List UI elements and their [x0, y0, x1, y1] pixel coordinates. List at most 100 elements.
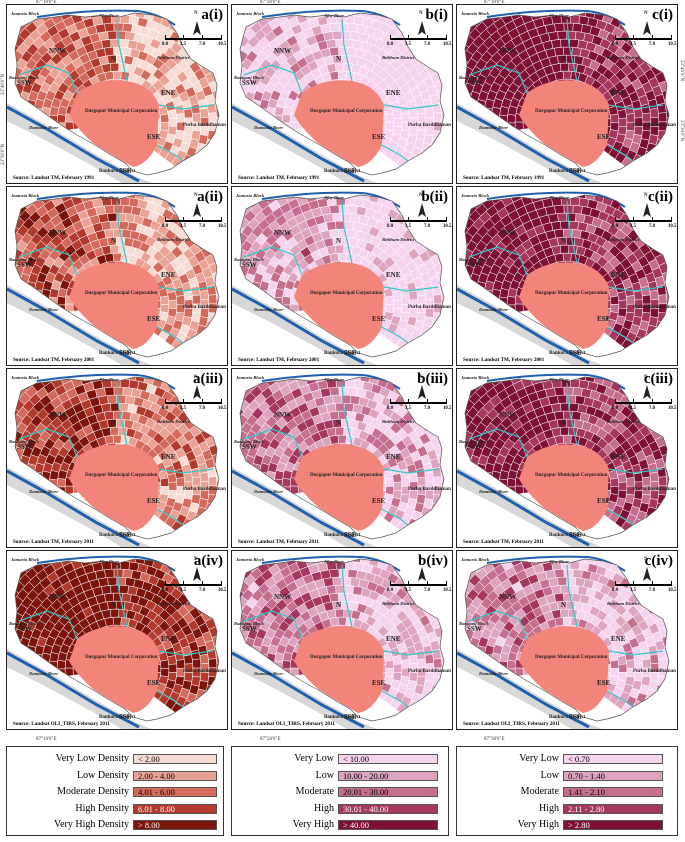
scale-bar: 0.0 3.5 7.0 10.5 km [162, 581, 227, 595]
scale-tick-label: 3.5 [405, 224, 411, 229]
map-label-ssw: SSW [467, 261, 482, 269]
map-label-damodar: Damodar River [29, 307, 59, 312]
scale-tick-label: 0.0 [612, 224, 618, 229]
north-arrow-icon [418, 385, 426, 399]
legend-class-name: Very Low Density [55, 753, 129, 764]
panel-source: Source: Landsat TM, February 1991 [13, 175, 95, 181]
map-panel-cii: Nc(ii) 0.0 3.5 7.0 10.5 km Jamuria Block Ranig… [456, 186, 678, 366]
legend-row: Very High [234, 819, 334, 831]
map-label-n: N [561, 419, 567, 427]
panel-label: b(ii) [421, 189, 448, 205]
damodar-riverbank [457, 103, 602, 183]
scale-bar: 0.0 3.5 7.0 10.5 km [612, 581, 677, 595]
map-label-purba: Purba Barddhaman District [633, 123, 677, 128]
map-label-ssw: SSW [17, 625, 32, 633]
map-label-bankura: Bankura District [549, 351, 586, 356]
scale-tick-label: 7.0 [424, 588, 430, 593]
scale-bar: 0.0 3.5 7.0 10.5 km [612, 217, 677, 231]
legend-swatch: 6.01 - 8.00 [133, 803, 217, 814]
durgapur-city-area [294, 444, 384, 531]
legend-class-name: Very Low [294, 753, 334, 764]
map-label-bankura: Bankura District [549, 715, 586, 720]
map-label-ajoy: Ajoy River [324, 195, 345, 200]
legend-class-name: Moderate [520, 786, 559, 797]
map-label-bankura: Bankura District [99, 715, 136, 720]
map-label-raniganj: Raniganj Block [459, 257, 489, 262]
scale-bar: 0.0 3.5 7.0 10.5 km [612, 35, 677, 49]
map-label-ssw: SSW [242, 79, 257, 87]
map-label-ajoy: Ajoy River [549, 559, 570, 564]
map-label-n: N [111, 419, 117, 427]
scale-tick-label: 10.5 km [668, 42, 677, 47]
scale-tick-label: 3.5 [405, 406, 411, 411]
scale-tick-label: 7.0 [199, 224, 205, 229]
map-label-purba: Purba Barddhaman District [408, 123, 452, 128]
right-lat-1: 23°40'0"N [679, 60, 684, 82]
panel-label: a(ii) [197, 189, 223, 205]
top-lon-1: 87°10'0"E [36, 0, 57, 5]
map-label-nnw: NNW [499, 229, 517, 237]
damodar-riverbank [7, 467, 152, 547]
scale-tick-label: 0.0 [612, 588, 618, 593]
map-svg [457, 191, 670, 365]
scale-tick-label: 10.5 km [218, 224, 227, 229]
map-label-damodar: Damodar River [29, 125, 59, 130]
durgapur-city-area [519, 262, 609, 349]
sector-boundaries [468, 382, 664, 526]
map-label-n: N [561, 55, 567, 63]
map-label-jamuria: Jamuria Block [11, 375, 40, 380]
north-arrow-icon [193, 21, 201, 35]
scale-tick-label: 10.5 km [218, 406, 227, 411]
map-label-raniganj: Raniganj Block [9, 257, 39, 262]
map-label-nnw: NNW [49, 411, 67, 419]
map-svg [232, 555, 445, 729]
damodar-riverbank [457, 649, 602, 729]
scale-tick-label: 3.5 [405, 42, 411, 47]
north-label: N [644, 375, 648, 380]
damodar-river [232, 105, 365, 183]
legend-swatch: > 2.80 [563, 820, 663, 830]
scale-tick-label: 0.0 [387, 42, 393, 47]
scale-tick-label: 7.0 [199, 42, 205, 47]
north-arrow-icon [643, 21, 651, 35]
map-label-bankura: Bankura District [324, 351, 361, 356]
map-label-ese: ESE [372, 133, 386, 141]
map-svg [457, 9, 670, 183]
legend-row: High [234, 803, 334, 815]
map-label-raniganj: Raniganj Block [459, 621, 489, 626]
scale-tick-label: 10.5 km [443, 406, 452, 411]
legend-class-name: Moderate Density [57, 786, 129, 797]
scale-tick-label: 7.0 [199, 406, 205, 411]
map-label-jamuria: Jamuria Block [461, 11, 490, 16]
map-label-sse: SSE [569, 349, 582, 357]
map-label-damodar: Damodar River [254, 307, 284, 312]
scale-tick-label: 10.5 km [443, 588, 452, 593]
map-label-ene: ENE [611, 635, 626, 643]
map-label-jamuria: Jamuria Block [11, 193, 40, 198]
scale-tick-label: 0.0 [162, 588, 168, 593]
bottom-lon-2: 87°20'0"E [260, 737, 281, 742]
map-label-sse: SSE [344, 713, 357, 721]
study-area-outline [239, 558, 445, 722]
north-arrow-icon [418, 203, 426, 217]
study-area-outline [14, 558, 220, 722]
map-label-damodar: Damodar River [479, 671, 509, 676]
map-label-ssw: SSW [467, 625, 482, 633]
map-label-birbhum: Birbhum District [157, 419, 190, 424]
map-label-nnw: NNW [49, 47, 67, 55]
map-svg [457, 373, 670, 547]
map-label-bankura: Bankura District [99, 169, 136, 174]
panel-source: Source: Landsat OLI_TIRS, February 2011 [463, 721, 560, 727]
map-label-n: N [336, 55, 342, 63]
scale-tick-label: 3.5 [630, 588, 636, 593]
scale-tick-label: 7.0 [424, 42, 430, 47]
map-label-ssw: SSW [17, 261, 32, 269]
north-label: N [644, 11, 648, 16]
map-label-birbhum: Birbhum District [607, 419, 640, 424]
durgapur-city-area [69, 80, 159, 167]
legend-swatch: > 8.00 [133, 820, 217, 830]
study-area-outline [14, 194, 220, 358]
legend-row: Low [459, 770, 559, 782]
map-label-ene: ENE [611, 89, 626, 97]
map-label-jamuria: Jamuria Block [11, 557, 40, 562]
